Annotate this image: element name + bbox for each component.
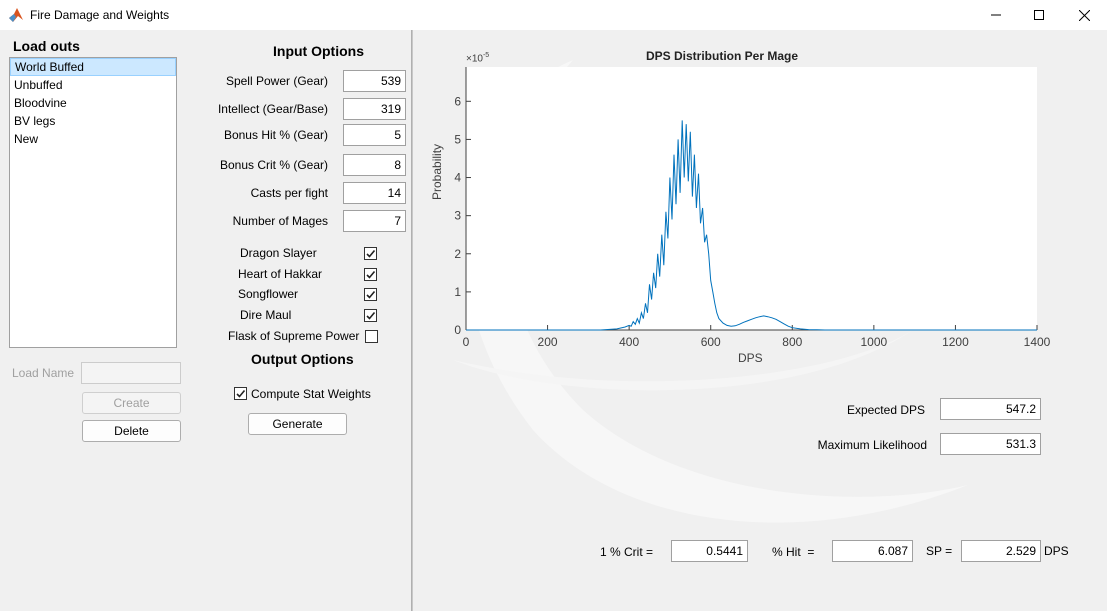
heart-of-hakkar-checkbox[interactable] (364, 268, 377, 281)
hit-weight-field[interactable]: 6.087 (832, 540, 913, 562)
maximize-button[interactable] (1016, 0, 1062, 30)
checkmark-icon (236, 389, 246, 398)
load-name-input[interactable] (81, 362, 181, 384)
number-of-mages-field[interactable]: 7 (343, 210, 406, 232)
checkmark-icon (366, 290, 376, 299)
delete-button[interactable]: Delete (82, 420, 181, 442)
checkmark-icon (366, 311, 376, 320)
sp-weight-field[interactable]: 2.529 (961, 540, 1041, 562)
heart-of-hakkar-label: Heart of Hakkar (238, 267, 323, 281)
loadout-list-item[interactable]: BV legs (14, 114, 56, 128)
loadout-list-item[interactable]: Bloodvine (14, 96, 67, 110)
sp-weight-label: SP = (926, 544, 953, 558)
compute-stat-weights-label: Compute Stat Weights (251, 387, 371, 401)
title-bar: Fire Damage and Weights (0, 0, 1107, 30)
minimize-button[interactable] (973, 0, 1019, 30)
casts-per-fight-field[interactable]: 14 (343, 182, 406, 204)
panel-divider (411, 30, 413, 611)
hit-weight-label: % Hit = (772, 545, 815, 559)
close-button[interactable] (1061, 0, 1107, 30)
spell-power-field[interactable]: 539 (343, 70, 406, 92)
crit-weight-field[interactable]: 0.5441 (671, 540, 748, 562)
y-axis-label: Probability (430, 143, 444, 200)
compute-stat-weights-checkbox[interactable] (234, 387, 247, 400)
expected-dps-label: Expected DPS (846, 403, 925, 417)
dps-unit-label: DPS (1044, 544, 1069, 558)
y-exponent-base: ×10 (466, 53, 483, 65)
bonus-hit-field[interactable]: 5 (343, 124, 406, 146)
window-title: Fire Damage and Weights (30, 8, 170, 22)
dire-maul-label: Dire Maul (240, 308, 292, 322)
minimize-icon (991, 14, 1001, 16)
spell-power-label: Spell Power (Gear) (225, 74, 328, 88)
x-axis-label: DPS (738, 351, 763, 365)
intellect-field[interactable]: 319 (343, 98, 406, 120)
create-button[interactable]: Create (82, 392, 181, 414)
intellect-label: Intellect (Gear/Base) (217, 102, 328, 116)
input-options-heading: Input Options (273, 43, 364, 59)
generate-button[interactable]: Generate (248, 413, 347, 435)
loadouts-heading: Load outs (13, 38, 80, 54)
output-options-heading: Output Options (251, 351, 354, 367)
bonus-crit-field[interactable]: 8 (343, 154, 406, 176)
y-exponent-label: ×10-5 (466, 52, 489, 64)
flask-of-supreme-power-checkbox[interactable] (365, 330, 378, 343)
bonus-crit-label: Bonus Crit % (Gear) (219, 158, 328, 172)
load-name-label: Load Name (12, 366, 75, 380)
checkmark-icon (366, 270, 376, 279)
loadouts-listbox[interactable]: World Buffed Unbuffed Bloodvine BV legs New (9, 57, 177, 348)
casts-per-fight-label: Casts per fight (250, 186, 328, 200)
maximum-likelihood-field[interactable]: 531.3 (940, 433, 1041, 455)
y-exponent-power: -5 (482, 52, 490, 59)
songflower-checkbox[interactable] (364, 288, 377, 301)
maximize-icon (1034, 10, 1044, 20)
loadout-list-item[interactable]: World Buffed (10, 58, 176, 76)
dire-maul-checkbox[interactable] (364, 309, 377, 322)
close-icon (1078, 9, 1090, 21)
maximum-likelihood-label: Maximum Likelihood (817, 438, 927, 452)
flask-of-supreme-power-label: Flask of Supreme Power (228, 329, 360, 343)
songflower-label: Songflower (238, 287, 299, 301)
bonus-hit-label: Bonus Hit % (Gear) (223, 128, 328, 142)
dps-distribution-plot[interactable] (466, 67, 1037, 330)
crit-weight-label: 1 % Crit = (600, 545, 654, 559)
matlab-app-icon (8, 7, 24, 23)
loadout-list-item[interactable]: New (14, 132, 39, 146)
dragon-slayer-label: Dragon Slayer (240, 246, 317, 260)
loadout-list-item[interactable]: Unbuffed (14, 78, 63, 92)
number-of-mages-label: Number of Mages (232, 214, 328, 228)
checkmark-icon (366, 249, 376, 258)
expected-dps-field[interactable]: 547.2 (940, 398, 1041, 420)
dragon-slayer-checkbox[interactable] (364, 247, 377, 260)
chart-title: DPS Distribution Per Mage (646, 49, 799, 63)
